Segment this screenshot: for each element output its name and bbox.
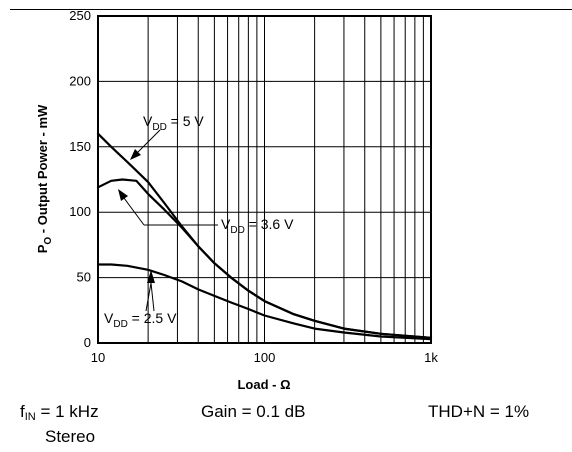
series-annotations: VDD = 5 V VDD = 3.6 V VDD = 2.5 V xyxy=(104,113,294,330)
y-tick-label: 0 xyxy=(84,335,91,350)
annotation-vdd-2v5: VDD = 2.5 V xyxy=(104,310,177,330)
arrow-vdd-3v6 xyxy=(118,189,218,226)
grid xyxy=(98,16,431,343)
x-tick-label: 100 xyxy=(254,350,276,365)
condition-thd: THD+N = 1% xyxy=(428,402,530,421)
condition-gain: Gain = 0.1 dB xyxy=(201,402,306,421)
x-tick-label: 10 xyxy=(91,350,105,365)
arrow-vdd-5v xyxy=(130,129,161,160)
condition-stereo: Stereo xyxy=(45,427,96,446)
annotation-vdd-5v: VDD = 5 V xyxy=(143,113,204,133)
y-tick-label: 200 xyxy=(69,73,91,88)
annotation-vdd-3v6: VDD = 3.6 V xyxy=(221,216,294,236)
x-axis-label: Load - Ω xyxy=(237,377,290,392)
y-tick-label: 100 xyxy=(69,204,91,219)
x-tick-label: 1k xyxy=(424,350,438,365)
plot-frame xyxy=(97,15,432,344)
y-tick-label: 150 xyxy=(69,139,91,154)
condition-frequency: fIN = 1 kHz xyxy=(20,402,99,423)
series-line-2 xyxy=(96,263,433,341)
y-tick-label: 50 xyxy=(77,270,91,285)
y-tick-label: 250 xyxy=(69,8,91,23)
arrow-vdd-2v5 xyxy=(145,270,155,312)
series-lines xyxy=(96,132,433,341)
series-line-1 xyxy=(96,178,433,339)
y-axis-label: PO - Output Power - mW xyxy=(35,104,54,253)
tick-labels: 0 50 100 150 200 250 10 100 1k xyxy=(69,8,438,365)
output-power-chart: 0 50 100 150 200 250 10 100 1k VDD = 5 V VDD = 3… xyxy=(10,8,572,392)
